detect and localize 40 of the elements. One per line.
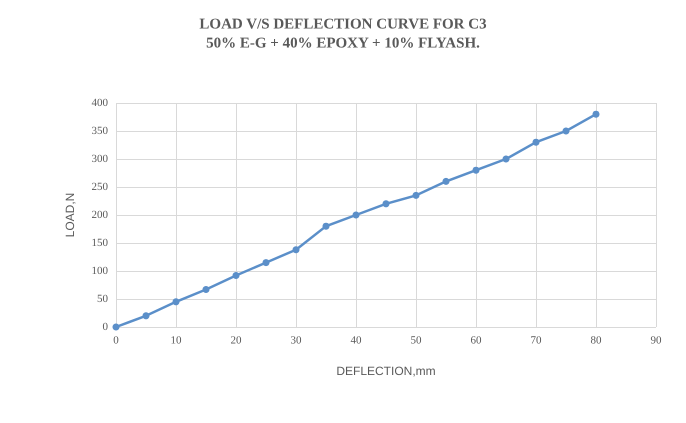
x-tick-label: 0	[113, 334, 120, 346]
chart-title: LOAD V/S DEFLECTION CURVE FOR C3	[199, 16, 487, 32]
y-tick-label: 400	[92, 97, 108, 109]
y-tick-label: 0	[102, 321, 108, 333]
x-tick-label: 50	[410, 334, 422, 346]
point	[412, 192, 420, 199]
y-tick-label: 50	[97, 293, 108, 305]
y-tick-label: 150	[92, 237, 108, 249]
x-axis-title: DEFLECTION,mm	[336, 364, 436, 378]
x-tick-label: 40	[350, 334, 362, 346]
point	[352, 212, 360, 218]
point	[562, 128, 570, 134]
y-tick-label: 100	[92, 265, 108, 277]
y-tick-label: 300	[92, 153, 108, 165]
y-tick-label: 350	[92, 125, 108, 137]
x-tick-label: 30	[290, 334, 302, 346]
point	[262, 259, 270, 266]
chart-subtitle: 50% E-G + 40% EPOXY + 10% FLYASH.	[206, 36, 480, 52]
y-tick-label: 250	[92, 181, 108, 193]
y-axis-title: LOAD,N	[63, 192, 77, 238]
y-tick-label: 200	[92, 209, 108, 221]
x-tick-label: 90	[650, 334, 662, 346]
point	[472, 166, 480, 174]
point	[322, 222, 330, 230]
x-tick-label: 70	[530, 334, 542, 346]
point	[172, 298, 180, 306]
x-tick-label: 80	[590, 334, 602, 346]
point	[382, 200, 390, 208]
point	[142, 312, 150, 320]
x-tick-label: 20	[230, 334, 242, 346]
point	[532, 138, 540, 146]
point	[112, 324, 120, 330]
point	[502, 156, 510, 162]
point	[592, 110, 600, 118]
point	[232, 272, 240, 279]
point	[292, 246, 300, 254]
point	[442, 178, 450, 185]
x-tick-label: 60	[470, 334, 482, 346]
point	[202, 286, 210, 293]
x-tick-label: 10	[170, 334, 182, 346]
